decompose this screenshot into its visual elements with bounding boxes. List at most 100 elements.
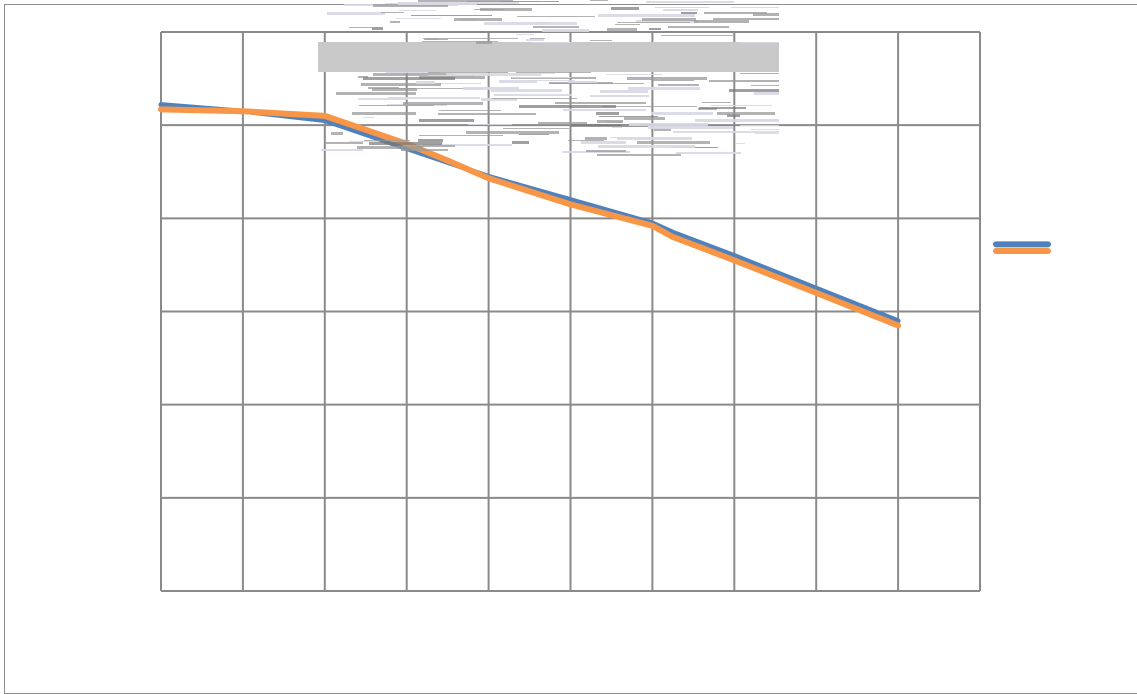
overlay-streak	[417, 3, 477, 5]
overlay-streak	[711, 105, 772, 106]
overlay-streak	[740, 73, 779, 74]
overlay-streak	[627, 77, 707, 80]
overlay-streak	[386, 72, 439, 73]
series-lines	[158, 102, 902, 329]
overlay-streak	[581, 141, 626, 144]
overlay-streak	[418, 0, 513, 2]
overlay-streak	[590, 95, 649, 97]
overlay-streak	[396, 18, 441, 19]
overlay-streak	[607, 146, 623, 147]
overlay-streak	[491, 89, 562, 92]
overlay-streak	[438, 113, 536, 115]
overlay-streak	[363, 77, 455, 80]
overlay-streak	[423, 144, 512, 146]
overlay-streak	[372, 27, 383, 30]
overlay-streak	[466, 131, 559, 134]
overlay-streak	[600, 90, 648, 93]
overlay-streak	[494, 94, 572, 96]
overlay-streak	[755, 131, 779, 134]
overlay-streak	[326, 142, 363, 144]
overlay-streak	[617, 137, 692, 140]
overlay-streak	[398, 88, 483, 89]
overlay-streak	[615, 24, 640, 25]
overlay-streak	[399, 10, 436, 11]
overlay-streak	[676, 152, 741, 154]
overlay-streak	[530, 38, 545, 39]
overlay-streak	[446, 73, 541, 76]
overlay-streak	[753, 13, 779, 16]
overlay-gray-band	[318, 42, 779, 72]
overlay-streak	[642, 18, 696, 21]
overlay-streak	[373, 73, 454, 76]
overlay-streak	[694, 20, 749, 23]
overlay-streak	[654, 128, 671, 131]
overlay-streak	[602, 106, 697, 107]
overlay-streak	[562, 151, 630, 153]
overlay-streak	[528, 80, 575, 81]
overlay-streak	[359, 105, 434, 106]
overlay-streak	[636, 20, 698, 23]
overlay-streak	[390, 21, 400, 23]
overlay-streak	[321, 149, 363, 151]
overlay-streak	[699, 107, 746, 109]
overlay-streak	[463, 87, 519, 90]
overlay-streak	[702, 102, 731, 103]
overlay-streak	[681, 12, 697, 14]
overlay-streak	[628, 87, 700, 90]
overlay-streak	[481, 98, 517, 101]
overlay-streak	[713, 18, 779, 20]
overlay-streak	[646, 1, 734, 3]
overlay-streak	[673, 131, 755, 133]
overlay-streak	[658, 84, 699, 86]
overlay-streak	[440, 83, 481, 84]
overlay-streak	[611, 7, 639, 10]
overlay-streak	[590, 40, 612, 41]
overlay-streak	[480, 8, 532, 11]
overlay-streak	[352, 112, 416, 115]
series-line-1	[158, 102, 901, 324]
overlay-streak	[607, 28, 637, 31]
overlay-streak	[653, 80, 694, 81]
overlay-streak	[484, 22, 577, 25]
overlay-streak	[597, 154, 681, 156]
overlay-streak	[358, 98, 408, 100]
overlay-streak	[361, 83, 441, 86]
overlay-streak	[637, 141, 710, 144]
overlay-streak	[388, 97, 480, 99]
overlay-streak	[731, 7, 779, 8]
overlay-streak	[419, 135, 503, 136]
overlay-streak	[698, 108, 717, 110]
overlay-streak	[695, 119, 779, 122]
overlay-streak	[729, 89, 779, 92]
overlay-streak	[597, 120, 623, 123]
overlay-streak	[563, 109, 646, 111]
overlay-streak	[590, 0, 608, 1]
overlay-streak	[492, 98, 577, 99]
overlay-streak	[599, 116, 658, 117]
overlay-streak	[571, 124, 648, 127]
overlay-streak	[526, 39, 544, 41]
overlay-streak	[585, 137, 607, 140]
overlay-streak	[735, 143, 745, 144]
overlay-streak	[476, 41, 492, 44]
overlay-streak	[503, 128, 569, 129]
overlay-streak	[538, 122, 587, 125]
overlay-streak	[617, 22, 690, 23]
grid	[160, 31, 981, 592]
overlay-streak	[432, 2, 519, 4]
overlay-streak	[411, 15, 492, 16]
overlay-streak	[511, 77, 596, 79]
overlay-streak	[663, 9, 698, 11]
overlay-streak	[439, 110, 501, 111]
overlay-streak	[532, 42, 572, 43]
overlay-streak	[586, 150, 626, 152]
overlay-streak	[403, 102, 483, 105]
overlay-streak	[512, 141, 529, 144]
overlay-streak	[655, 7, 709, 8]
overlay-streak	[419, 119, 474, 122]
legend	[993, 241, 1051, 254]
overlay-streak	[649, 28, 661, 30]
scanned-image-overlay	[318, 0, 779, 156]
overlay-streak	[542, 29, 589, 32]
